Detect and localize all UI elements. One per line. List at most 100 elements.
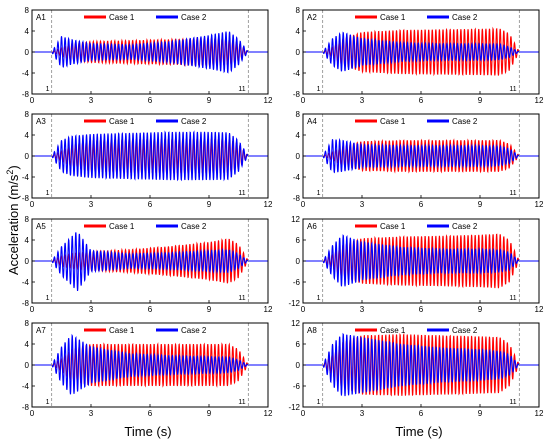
marker-label-11: 11 [238, 190, 245, 197]
x-tick-label: 0 [301, 200, 306, 209]
x-tick-label: 0 [30, 200, 35, 209]
y-tick-label: 8 [25, 215, 30, 224]
panel-title: A1 [36, 13, 46, 22]
y-tick-label: -12 [288, 403, 300, 412]
y-tick-label: -4 [22, 173, 30, 182]
plot-area [32, 232, 268, 291]
y-tick-label: -8 [22, 194, 30, 203]
marker-label-11: 11 [238, 295, 245, 302]
marker-label-1: 1 [317, 399, 321, 406]
x-tick-label: 0 [30, 409, 35, 418]
legend-label-case-2: Case 2 [181, 326, 207, 335]
plot-area [32, 130, 268, 182]
legend-label-case-1: Case 1 [380, 222, 406, 231]
x-tick-label: 9 [207, 409, 212, 418]
marker-label-11: 11 [509, 86, 516, 93]
plot-area [303, 26, 539, 77]
legend-label-case-1: Case 1 [380, 13, 406, 22]
y-tick-label: 12 [291, 319, 300, 328]
legend: Case 1 Case 2 [84, 222, 207, 231]
x-tick-label: 9 [207, 305, 212, 314]
y-tick-label: 8 [296, 110, 301, 119]
legend: Case 1 Case 2 [355, 326, 478, 335]
x-tick-label: 9 [207, 200, 212, 209]
x-tick-label: 3 [89, 305, 94, 314]
y-tick-label: -8 [22, 403, 30, 412]
x-tick-label: 0 [30, 96, 35, 105]
y-tick-label: 4 [296, 27, 301, 36]
legend-label-case-1: Case 1 [109, 13, 135, 22]
x-tick-label: 6 [419, 305, 424, 314]
y-tick-label: 4 [25, 340, 30, 349]
legend: Case 1 Case 2 [355, 222, 478, 231]
marker-label-11: 11 [238, 399, 245, 406]
x-tick-label: 12 [535, 305, 544, 314]
legend: Case 1 Case 2 [84, 13, 207, 22]
x-tick-label: 12 [264, 96, 273, 105]
series-line-case-2 [303, 234, 539, 287]
legend-label-case-2: Case 2 [452, 326, 478, 335]
y-tick-label: -8 [293, 90, 301, 99]
y-tick-label: -6 [293, 278, 301, 287]
series-line-case-2 [303, 137, 539, 174]
marker-label-1: 1 [317, 86, 321, 93]
marker-label-1: 1 [46, 190, 50, 197]
marker-label-11: 11 [509, 399, 516, 406]
legend-label-case-1: Case 1 [380, 326, 406, 335]
y-tick-label: 12 [291, 215, 300, 224]
panel-title: A3 [36, 117, 46, 126]
marker-label-11: 11 [238, 86, 245, 93]
legend-label-case-2: Case 2 [181, 13, 207, 22]
y-tick-label: 0 [25, 361, 30, 370]
y-tick-label: 0 [25, 152, 30, 161]
x-tick-label: 6 [148, 200, 153, 209]
panel-title: A4 [307, 117, 317, 126]
y-tick-label: 0 [296, 361, 301, 370]
y-tick-label: -4 [293, 69, 301, 78]
panel-title: A6 [307, 222, 317, 231]
y-axis-label: Acceleration (m/s2) [4, 165, 22, 276]
y-tick-label: 4 [25, 131, 30, 140]
panel-title: A2 [307, 13, 317, 22]
y-tick-label: 0 [296, 152, 301, 161]
legend-label-case-1: Case 1 [109, 117, 135, 126]
y-tick-label: 8 [296, 6, 301, 15]
y-tick-label: 0 [25, 257, 30, 266]
legend-label-case-1: Case 1 [109, 222, 135, 231]
x-tick-label: 6 [148, 305, 153, 314]
y-tick-label: -6 [293, 382, 301, 391]
legend-label-case-2: Case 2 [181, 117, 207, 126]
y-tick-label: 0 [296, 48, 301, 57]
legend-label-case-1: Case 1 [109, 326, 135, 335]
y-tick-label: 4 [25, 27, 30, 36]
series-line-case-2 [32, 333, 268, 395]
panel-title: A8 [307, 326, 317, 335]
x-tick-label: 6 [419, 96, 424, 105]
x-tick-label: 12 [535, 409, 544, 418]
marker-label-1: 1 [46, 295, 50, 302]
y-tick-label: 6 [296, 340, 301, 349]
y-tick-label: -8 [293, 194, 301, 203]
plot-area [303, 137, 539, 174]
y-tick-label: -12 [288, 299, 300, 308]
plot-area [303, 233, 539, 289]
x-tick-label: 3 [360, 96, 365, 105]
x-tick-label: 0 [30, 305, 35, 314]
x-tick-label: 0 [301, 96, 306, 105]
x-tick-label: 0 [301, 305, 306, 314]
y-tick-label: -8 [22, 299, 30, 308]
y-tick-label: 8 [25, 319, 30, 328]
x-tick-label: 9 [478, 200, 483, 209]
series-line-case-2 [303, 332, 539, 397]
x-axis-label-right: Time (s) [395, 424, 443, 439]
plot-area [32, 31, 268, 74]
legend: Case 1 Case 2 [84, 326, 207, 335]
x-tick-label: 6 [148, 96, 153, 105]
marker-label-1: 1 [46, 399, 50, 406]
